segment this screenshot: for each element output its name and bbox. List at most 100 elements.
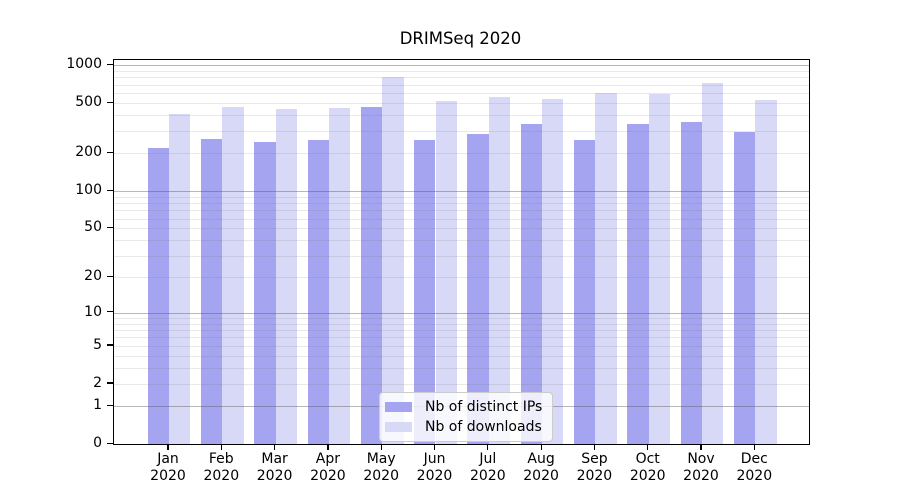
legend-swatch-downloads [385,422,412,432]
bar-downloads-may [382,77,404,444]
y-tick-label: 500 [75,94,102,111]
legend-label-distinct-ips: Nb of distinct IPs [425,399,543,415]
y-tick-mark [106,404,113,406]
x-tick-label: Aug 2020 [511,451,571,484]
x-tick-mark [540,444,542,450]
x-tick-month: Mar [261,451,288,467]
x-tick-month: Jun [423,451,446,467]
bar-distinct-ips-jul [467,133,489,444]
x-tick-year: 2020 [416,467,453,484]
x-tick-year: 2020 [150,467,186,484]
x-tick-label: May 2020 [351,451,411,484]
x-tick-year: 2020 [203,467,240,484]
y-tick-label: 2 [93,374,102,391]
legend: Nb of distinct IPs Nb of downloads [379,392,554,442]
bar-downloads-oct [648,93,671,444]
x-tick-label: Jan 2020 [138,451,198,484]
bar-distinct-ips-mar [254,142,276,444]
y-tick-label: 1000 [66,56,102,73]
x-tick-year: 2020 [469,467,506,484]
bar-distinct-ips-aug [520,124,543,444]
x-tick-mark [593,444,596,450]
y-tick-label: 0 [93,435,102,451]
x-tick-label: Feb 2020 [191,451,251,484]
legend-item-distinct-ips: Nb of distinct IPs [385,397,542,417]
bar-downloads-dec [755,99,777,444]
x-tick-month: Apr [315,451,340,467]
chart-title: DRIMSeq 2020 [399,29,522,48]
y-tick-mark [106,189,113,191]
bar-downloads-jul [488,96,511,444]
x-tick-mark [753,444,755,450]
y-tick-label: 1 [93,397,102,413]
y-tick-mark [106,151,113,153]
x-tick-label: Jul 2020 [458,451,518,484]
x-tick-month: Jul [479,451,497,467]
bar-distinct-ips-nov [680,121,702,444]
x-tick-mark [220,444,222,450]
x-tick-month: Dec [740,451,768,467]
x-tick-year: 2020 [683,467,719,484]
x-tick-month: Sep [581,451,608,467]
x-tick-label: Dec 2020 [724,451,784,484]
bar-distinct-ips-feb [200,138,223,444]
x-tick-mark [380,444,382,450]
plot-area [113,59,810,445]
y-tick-label: 10 [84,303,102,320]
legend-item-downloads: Nb of downloads [385,417,542,437]
x-tick-label: Nov 2020 [671,451,731,484]
y-tick-mark [106,442,113,444]
bar-distinct-ips-sep [574,140,596,444]
y-tick-mark [106,382,113,384]
x-tick-year: 2020 [363,467,399,484]
y-tick-mark [106,226,113,229]
bar-distinct-ips-oct [627,124,649,444]
bar-downloads-jun [435,101,457,444]
x-tick-mark [327,444,329,450]
bar-distinct-ips-jan [147,148,169,444]
bar-distinct-ips-may [360,106,383,444]
y-tick-mark [106,344,113,346]
x-tick-mark [700,444,702,450]
x-tick-month: Oct [635,451,660,467]
bar-downloads-feb [222,107,244,444]
x-tick-label: Sep 2020 [564,451,624,484]
x-tick-mark [433,444,436,450]
bar-downloads-mar [275,108,297,444]
bar-distinct-ips-apr [307,140,329,444]
x-tick-mark [647,444,649,450]
bar-downloads-jan [169,114,191,444]
y-tick-mark [106,275,113,277]
x-tick-year: 2020 [736,467,773,484]
x-tick-mark [487,444,489,450]
x-tick-year: 2020 [310,467,346,484]
y-tick-mark [106,63,113,65]
x-tick-year: 2020 [523,467,559,484]
y-tick-label: 200 [75,144,102,161]
x-tick-month: Aug [527,451,555,467]
x-tick-mark [167,444,169,450]
bar-downloads-apr [328,108,351,444]
x-tick-month: Feb [208,451,234,467]
bar-downloads-sep [595,93,617,444]
legend-label-downloads: Nb of downloads [425,419,542,435]
x-tick-mark [274,444,276,450]
x-tick-label: Oct 2020 [618,451,678,484]
x-tick-year: 2020 [256,467,293,484]
bars-layer [114,60,809,444]
bar-distinct-ips-jun [414,140,436,444]
legend-swatch-distinct-ips [385,402,412,412]
x-tick-label: Jun 2020 [405,451,465,484]
y-tick-label: 100 [75,182,102,198]
bar-distinct-ips-dec [733,132,756,444]
y-tick-mark [106,101,113,103]
bar-downloads-aug [542,98,564,444]
y-tick-label: 5 [93,336,102,353]
x-tick-month: Nov [687,451,715,467]
y-tick-label: 50 [84,219,102,236]
bar-downloads-nov [702,83,724,444]
x-tick-year: 2020 [629,467,666,484]
y-tick-mark [106,311,113,313]
x-tick-month: May [366,451,396,467]
